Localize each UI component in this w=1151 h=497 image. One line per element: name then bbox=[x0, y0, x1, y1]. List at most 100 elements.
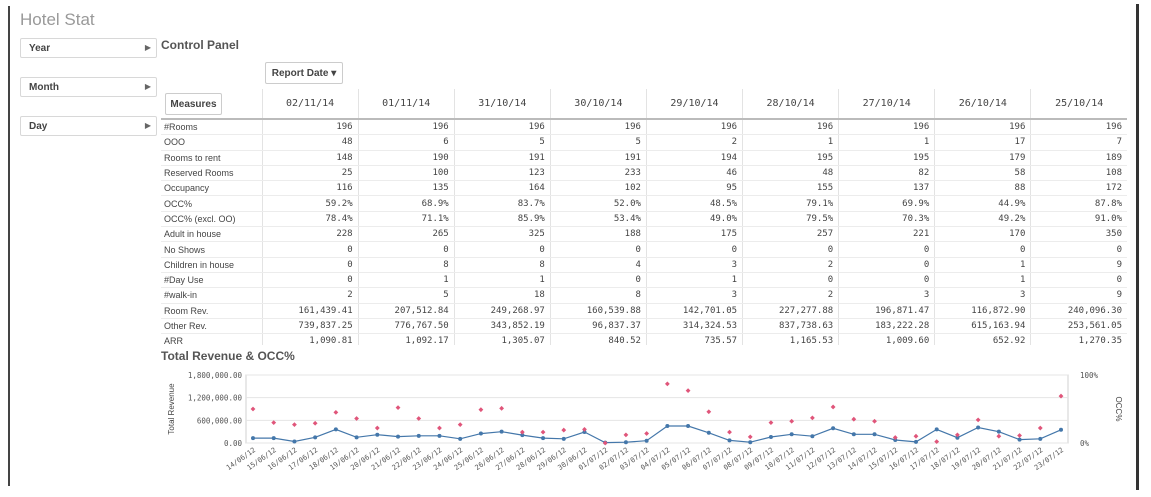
table-cell: 137 bbox=[838, 180, 935, 197]
occ-point bbox=[395, 405, 401, 411]
table-cell: 44.9% bbox=[934, 195, 1031, 212]
occ-point bbox=[540, 429, 546, 435]
occ-point bbox=[664, 381, 670, 387]
table-cell: 116,872.90 bbox=[934, 303, 1031, 319]
table-cell: 1,009.60 bbox=[838, 333, 935, 345]
table-cell: 196 bbox=[934, 119, 1031, 136]
table-cell: 53.4% bbox=[549, 211, 647, 228]
left-border bbox=[8, 6, 10, 486]
table-cell: 83.7% bbox=[453, 195, 551, 212]
revenue-occ-chart[interactable]: 1,800,000.00 1,200,000.00 600,000.00 0.00 10… bbox=[161, 363, 1136, 497]
table-cell: 160,539.88 bbox=[549, 303, 647, 319]
right-border bbox=[1136, 4, 1139, 490]
revenue-point bbox=[582, 430, 587, 435]
table-cell: 1 bbox=[357, 272, 455, 289]
table-cell: 5 bbox=[549, 134, 647, 151]
y-tick-label: 1,200,000.00 bbox=[188, 394, 243, 403]
column-header[interactable]: 02/11/14 bbox=[261, 89, 359, 120]
occ-point bbox=[872, 418, 877, 424]
pivot-table: 02/11/14 01/11/14 31/10/14 30/10/14 29/1… bbox=[161, 89, 1127, 345]
table-cell: 48 bbox=[261, 134, 359, 151]
table-cell: 9 bbox=[1030, 257, 1127, 273]
table-cell: 3 bbox=[645, 257, 743, 273]
occ-point bbox=[582, 427, 587, 432]
revenue-point bbox=[706, 430, 711, 435]
revenue-point bbox=[893, 437, 898, 442]
measures-button[interactable]: Measures bbox=[165, 93, 222, 115]
column-header[interactable]: 30/10/14 bbox=[549, 89, 647, 120]
table-cell: 2 bbox=[742, 257, 839, 273]
column-header[interactable]: 01/11/14 bbox=[357, 89, 455, 120]
column-header[interactable]: 26/10/14 bbox=[934, 89, 1031, 120]
revenue-point bbox=[955, 435, 960, 440]
column-header[interactable]: 28/10/14 bbox=[742, 89, 839, 120]
revenue-point bbox=[623, 440, 628, 445]
occ-point bbox=[955, 432, 960, 438]
column-header[interactable]: 25/10/14 bbox=[1030, 89, 1127, 120]
table-cell: 350 bbox=[1030, 226, 1127, 243]
row-label: Reserved Rooms bbox=[161, 165, 262, 182]
occ-point bbox=[457, 422, 463, 428]
revenue-point bbox=[976, 425, 981, 430]
filter-month[interactable]: Month ▶ bbox=[20, 77, 157, 97]
table-cell: 1,092.17 bbox=[357, 333, 455, 345]
table-cell: 49.0% bbox=[645, 211, 743, 228]
occ-point bbox=[333, 410, 339, 415]
table-cell: 188 bbox=[549, 226, 647, 243]
occ-point bbox=[789, 418, 795, 424]
revenue-series-line bbox=[253, 425, 1062, 444]
table-cell: 1 bbox=[645, 272, 743, 289]
revenue-point bbox=[686, 424, 691, 428]
table-cell: 196 bbox=[261, 119, 359, 136]
table-cell: 2 bbox=[261, 287, 359, 304]
table-cell: 0 bbox=[838, 257, 935, 273]
column-header[interactable]: 27/10/14 bbox=[838, 89, 935, 120]
revenue-point bbox=[1017, 437, 1022, 442]
row-label: Room Rev. bbox=[161, 303, 262, 319]
table-cell: 164 bbox=[453, 180, 551, 197]
table-cell: 170 bbox=[934, 226, 1031, 243]
table-cell: 0 bbox=[742, 241, 839, 258]
row-label: Occupancy bbox=[161, 180, 262, 197]
table-cell: 1,270.35 bbox=[1030, 333, 1127, 345]
filter-day[interactable]: Day ▶ bbox=[20, 116, 157, 136]
table-cell: 6 bbox=[357, 134, 455, 151]
table-cell: 228 bbox=[261, 226, 359, 243]
table-row: Adult in house 228 265 325 188 175 257 221 170 35… bbox=[161, 226, 1127, 243]
table-row: Occupancy 116 135 164 102 95 155 137 88 172 bbox=[161, 180, 1127, 197]
row-label: #walk-in bbox=[161, 287, 262, 304]
table-cell: 8 bbox=[357, 257, 455, 273]
table-cell: 8 bbox=[549, 287, 647, 304]
occ-point bbox=[1058, 393, 1064, 399]
y2-tick-label: 0% bbox=[1080, 439, 1090, 448]
table-cell: 9 bbox=[1030, 287, 1127, 304]
occ-point bbox=[354, 416, 359, 421]
occ-point bbox=[623, 432, 629, 438]
pivot-table-container[interactable]: Report Date ▾ 02/11/14 01/11/14 31/10/14… bbox=[161, 57, 1127, 345]
y2-axis-label: OCC% bbox=[1114, 397, 1123, 422]
table-cell: 0 bbox=[261, 241, 359, 258]
occ-point bbox=[685, 388, 691, 394]
table-cell: 123 bbox=[453, 165, 551, 182]
report-date-dimension-button[interactable]: Report Date ▾ bbox=[265, 62, 343, 84]
occ-point bbox=[292, 422, 297, 428]
table-cell: 135 bbox=[357, 180, 455, 197]
row-label: OCC% bbox=[161, 195, 262, 212]
y-tick-label: 600,000.00 bbox=[197, 416, 243, 425]
occ-point bbox=[830, 404, 836, 410]
revenue-point bbox=[458, 436, 463, 441]
revenue-point bbox=[748, 440, 753, 445]
revenue-point bbox=[810, 434, 815, 439]
table-cell: 0 bbox=[549, 272, 647, 289]
table-cell: 179 bbox=[934, 150, 1031, 166]
chart-svg: 1,800,000.00 1,200,000.00 600,000.00 0.00 10… bbox=[167, 371, 1123, 472]
table-cell: 3 bbox=[838, 287, 935, 304]
row-label: Adult in house bbox=[161, 226, 262, 243]
column-header[interactable]: 29/10/14 bbox=[645, 89, 743, 120]
table-cell: 82 bbox=[838, 165, 935, 182]
column-header[interactable]: 31/10/14 bbox=[453, 89, 551, 120]
filter-year[interactable]: Year ▶ bbox=[20, 38, 157, 58]
occ-point bbox=[1037, 425, 1043, 431]
table-cell: 4 bbox=[549, 257, 647, 273]
revenue-point bbox=[996, 429, 1001, 434]
